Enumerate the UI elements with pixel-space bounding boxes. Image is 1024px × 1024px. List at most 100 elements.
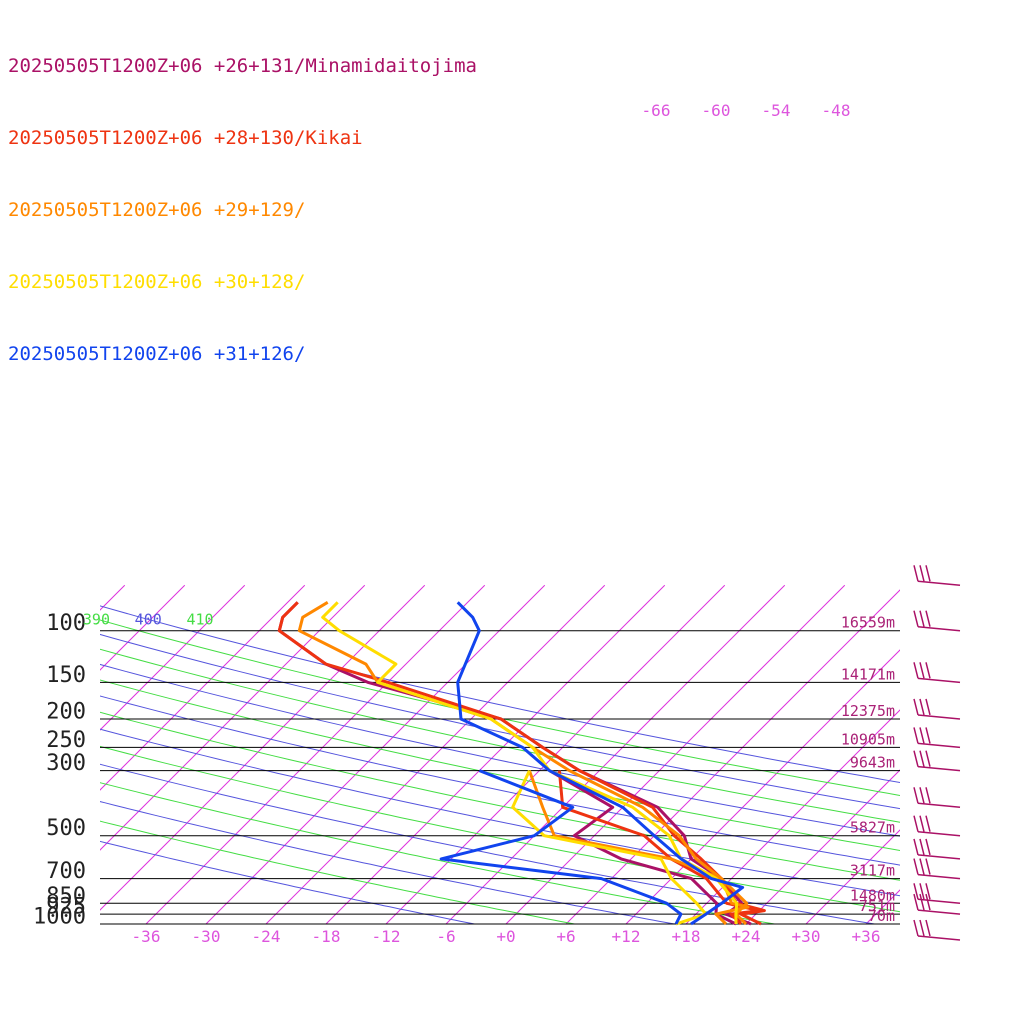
legend: 20250505T1200Z+06 +26+131/Minamidaitojim… [8, 6, 477, 390]
height-label: 12375m [841, 702, 895, 720]
pressure-label: 200 [46, 699, 86, 724]
isotherm-line [100, 584, 426, 911]
temperature-tick-label: -12 [372, 927, 401, 946]
dry-adiabat-line [100, 840, 477, 924]
height-label: 14171m [841, 665, 895, 683]
sounding-traces [277, 601, 766, 926]
wind-barb [913, 893, 961, 915]
pressure-lines [100, 630, 900, 925]
theta-label: 390 [83, 611, 110, 629]
pressure-label: 850 [46, 884, 86, 909]
wind-barb [913, 662, 961, 684]
height-label: 9643m [850, 754, 895, 772]
legend-entry-2: 20250505T1200Z+06 +28+130/Kikai [8, 127, 363, 149]
dry-adiabat-line [100, 663, 900, 837]
isotherm-line [685, 709, 900, 924]
isotherm-line [265, 584, 606, 924]
isotherm-line [100, 584, 186, 671]
axis-labels: 100 16559m 150 14171m 200 12375m 250 10905m 300 9… [33, 101, 895, 946]
height-label: 751m [859, 897, 895, 915]
wind-barb [913, 858, 961, 880]
pressure-label: 250 [46, 728, 86, 753]
theta-label: 400 [135, 611, 162, 629]
temperature-tick-label: +6 [556, 927, 575, 946]
temperature-trace-3 [297, 601, 749, 926]
dry-adiabat-line [100, 605, 900, 784]
dry-adiabat-line [100, 619, 900, 796]
isotherm-line [205, 584, 546, 924]
dry-adiabat-line [100, 745, 900, 913]
legend-entry-4: 20250505T1200Z+06 +30+128/ [8, 271, 306, 293]
isotherm-line [986, 585, 1024, 924]
isotherm-line [100, 584, 306, 791]
temperature-tick-label: -24 [252, 927, 281, 946]
upper-temperature-label: -54 [762, 101, 791, 120]
upper-temperature-label: -48 [822, 101, 851, 120]
dry-adiabat-line [100, 782, 778, 924]
pressure-label: 925 [46, 895, 86, 920]
dry-adiabat-line [100, 679, 900, 851]
wind-barbs [913, 565, 961, 941]
height-label: 70m [868, 907, 895, 925]
temperature-tick-label: -18 [312, 927, 341, 946]
dry-adiabat-line [100, 711, 900, 881]
height-label: 3117m [850, 862, 895, 880]
dewpoint-trace-3 [527, 770, 750, 926]
isotherm-line [145, 584, 486, 924]
isotherm-line [805, 829, 900, 924]
dry-adiabat-line [100, 648, 900, 823]
isotherm-line [100, 584, 366, 851]
height-label: 1480m [850, 886, 895, 904]
wind-barb [913, 750, 961, 772]
wind-barb [913, 919, 961, 941]
wind-barb [913, 610, 961, 632]
temperature-tick-label: -30 [192, 927, 221, 946]
wind-barb [913, 727, 961, 749]
dewpoint-trace-2 [557, 770, 761, 926]
temperature-trace-2 [277, 601, 766, 926]
pressure-label: 1000 [33, 905, 86, 930]
dewpoint-trace-5 [439, 769, 683, 925]
upper-temperature-label: -66 [642, 101, 671, 120]
isotherm-line [445, 584, 786, 924]
pressure-label: 100 [46, 611, 86, 636]
legend-entry-1: 20250505T1200Z+06 +26+131/Minamidaitojim… [8, 55, 477, 77]
legend-entry-3: 20250505T1200Z+06 +29+129/ [8, 199, 306, 221]
pressure-label: 700 [46, 859, 86, 884]
pressure-label: 300 [46, 751, 86, 776]
wind-barb [913, 698, 961, 720]
temperature-tick-label: +30 [792, 927, 821, 946]
isotherm-line [745, 769, 900, 924]
temperature-trace-5 [456, 601, 745, 926]
dewpoint-trace-1 [548, 769, 737, 926]
temperature-tick-label: -36 [132, 927, 161, 946]
dewpoint-trace-4 [511, 769, 708, 926]
dry-adiabat-line [100, 633, 900, 810]
isotherm-line [100, 584, 246, 731]
temperature-tick-label: +24 [732, 927, 761, 946]
temperature-tick-label: -6 [436, 927, 455, 946]
temperature-tick-label: +18 [672, 927, 701, 946]
dry-adiabat-line [100, 695, 900, 866]
theta-label: 410 [186, 611, 213, 629]
height-label: 10905m [841, 730, 895, 748]
wind-barb [913, 815, 961, 837]
wind-barb [913, 883, 961, 905]
legend-entry-5: 20250505T1200Z+06 +31+126/ [8, 343, 306, 365]
pressure-label: 150 [46, 663, 86, 688]
height-label: 5827m [850, 819, 895, 837]
background-grid [0, 584, 1024, 924]
wind-barb [913, 565, 961, 587]
dry-adiabat-line [100, 801, 678, 924]
isotherm-line [0, 585, 5, 924]
wind-barb [913, 838, 961, 860]
isotherm-line [565, 589, 900, 924]
dry-adiabat-line [100, 820, 577, 924]
temperature-tick-label: +36 [852, 927, 881, 946]
isotherm-line [926, 585, 1024, 924]
temperature-tick-label: +0 [496, 927, 515, 946]
height-label: 16559m [841, 614, 895, 632]
isotherm-line [625, 649, 900, 924]
pressure-label: 500 [46, 816, 86, 841]
